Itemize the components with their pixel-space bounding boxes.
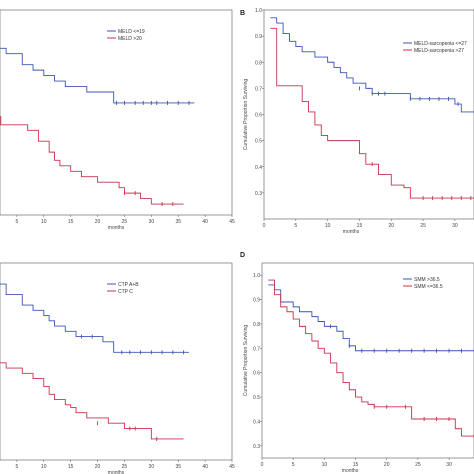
survival-curve-red <box>270 27 474 199</box>
x-tick-label: 25 <box>420 223 426 229</box>
x-tick-label: 15 <box>68 219 74 225</box>
y-tick-label: 0.3 <box>255 191 262 197</box>
x-tick-label: 20 <box>95 219 101 225</box>
y-tick-label: 0.6 <box>255 113 262 119</box>
x-axis-label: months <box>108 470 125 474</box>
x-tick-label: 5 <box>15 219 18 225</box>
legend-entry: MELD-sarcopenia <=27 <box>414 41 467 47</box>
x-tick-label: 40 <box>202 219 208 225</box>
legend-entry: MELD >20 <box>118 36 142 42</box>
survival-curve-red <box>0 362 184 440</box>
x-tick-label: 35 <box>175 464 181 470</box>
y-tick-label: 0.9 <box>255 34 262 40</box>
x-tick-label: 0 <box>261 462 264 468</box>
plot-frame <box>0 9 233 216</box>
x-tick-label: 40 <box>202 464 208 470</box>
legend-entry: MELD-sarcopenia >27 <box>414 48 464 54</box>
y-tick-label: 0.8 <box>253 322 260 328</box>
x-tick-label: 10 <box>325 223 331 229</box>
x-tick-label: 20 <box>384 462 390 468</box>
x-tick-label: 45 <box>229 464 235 470</box>
panel-d: 0 5 10 15 20 25 30 0.3 0.4 0.5 0.6 0.7 0.8 0.9 1.0 mont… <box>240 252 474 474</box>
x-tick-label: 30 <box>452 223 458 229</box>
x-tick-label: 20 <box>388 223 394 229</box>
y-tick-label: 0.7 <box>255 86 262 92</box>
y-axis-label: Cumulative Proportion Surviving <box>243 325 249 397</box>
legend-entry: CTP A+B <box>118 282 139 288</box>
legend-entry: SMM <=36.5 <box>414 284 443 290</box>
survival-curve-blue <box>0 283 189 353</box>
x-tick-label: 30 <box>149 219 155 225</box>
legend-entry: CTP C <box>118 289 133 295</box>
x-tick-label: 30 <box>446 462 452 468</box>
x-axis-label: months <box>108 225 125 231</box>
y-tick-label: 1.0 <box>255 8 262 14</box>
x-tick-label: 35 <box>175 219 181 225</box>
x-tick-label: 15 <box>353 462 359 468</box>
x-axis-label: months <box>343 229 360 235</box>
legend-entry: SMM >36.5 <box>414 277 440 283</box>
y-tick-label: 0.5 <box>255 139 262 145</box>
plot-frame <box>261 262 474 459</box>
x-tick-label: 5 <box>15 464 18 470</box>
x-tick-label: 10 <box>322 462 328 468</box>
survival-curve-blue <box>270 17 474 113</box>
x-tick-label: 20 <box>95 464 101 470</box>
panel-b: 0 5 10 15 20 25 30 0.3 0.4 0.5 0.6 0.7 0.8 0.9 1.0 mont… <box>240 8 474 235</box>
y-tick-label: 0.4 <box>253 419 260 425</box>
x-tick-label: 10 <box>41 464 47 470</box>
x-tick-label: 15 <box>357 223 363 229</box>
x-tick-label: 0 <box>263 223 266 229</box>
legend-entry: MELD <=19 <box>118 29 145 35</box>
y-tick-label: 0.4 <box>255 165 262 171</box>
x-tick-label: 30 <box>149 464 155 470</box>
x-axis-label: months <box>342 468 359 474</box>
y-tick-label: 1.0 <box>253 273 260 279</box>
y-tick-label: 0.9 <box>253 298 260 304</box>
x-tick-label: 45 <box>229 219 235 225</box>
survival-curve-blue <box>0 47 195 104</box>
y-tick-label: 0.8 <box>255 60 262 66</box>
x-tick-label: 5 <box>294 223 297 229</box>
x-tick-label: 10 <box>41 219 47 225</box>
y-axis-label: Cumulative Proportion Surviving <box>243 79 249 151</box>
x-tick-label: 15 <box>68 464 74 470</box>
y-tick-label: 0.3 <box>253 444 260 450</box>
x-tick-label: 5 <box>292 462 295 468</box>
y-tick-label: 0.5 <box>253 395 260 401</box>
x-tick-label: 25 <box>415 462 421 468</box>
y-tick-label: 0.7 <box>253 346 260 352</box>
survival-curve-red <box>0 116 184 205</box>
panel-letter: B <box>240 10 245 17</box>
plot-frame <box>0 262 233 461</box>
y-tick-label: 0.6 <box>253 371 260 377</box>
survival-curve-blue <box>268 284 474 352</box>
x-tick-label: 25 <box>122 219 128 225</box>
panel-letter: D <box>240 252 245 259</box>
x-tick-label: 25 <box>122 464 128 470</box>
survival-curve-red <box>268 279 474 437</box>
